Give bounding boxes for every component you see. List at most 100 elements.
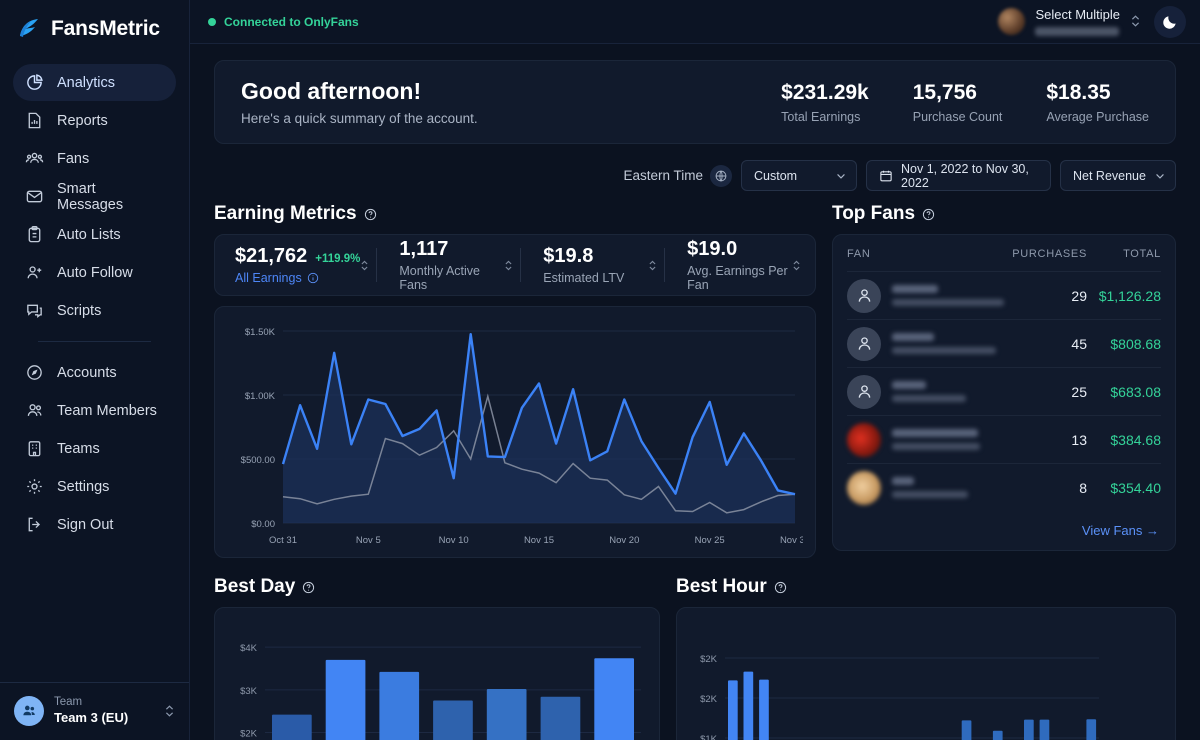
sidebar-item-label: Smart Messages <box>57 180 124 213</box>
sidebar-item-reports[interactable]: Reports <box>13 102 176 139</box>
svg-text:$1.00K: $1.00K <box>245 391 276 402</box>
sidebar-item-label: Reports <box>57 112 108 129</box>
fan-total: $384.68 <box>1110 431 1161 448</box>
svg-text:Nov 20: Nov 20 <box>609 535 639 546</box>
section-title: Earning Metrics <box>214 203 357 224</box>
fan-purchases: 25 <box>1071 383 1087 400</box>
fan-purchases: 45 <box>1071 335 1087 352</box>
metric-estimated-ltv[interactable]: $19.8 Estimated LTV <box>525 245 648 285</box>
timezone-indicator[interactable]: Eastern Time <box>623 164 732 187</box>
metric-avg-earnings-per-fan[interactable]: $19.0 Avg. Earnings Per Fan <box>669 238 792 292</box>
sidebar-item-auto-lists[interactable]: Auto Lists <box>13 216 176 253</box>
date-range-picker[interactable]: Nov 1, 2022 to Nov 30, 2022 <box>866 160 1051 191</box>
team-switcher[interactable]: Team Team 3 (EU) <box>0 682 189 740</box>
best-hour-bar-chart[interactable]: $500$1K$2K$2K <box>685 618 1105 740</box>
pie-chart-icon <box>25 73 44 92</box>
fan-name-redacted <box>881 429 1009 450</box>
fan-name-redacted <box>881 477 1009 498</box>
sign-out-icon <box>25 515 44 534</box>
metric-top: $21,762 +119.9% <box>235 245 360 268</box>
help-circle-icon[interactable] <box>774 581 787 594</box>
sidebar-item-sign-out[interactable]: Sign Out <box>13 506 176 543</box>
section-title: Best Hour <box>676 576 767 597</box>
metric-divider <box>648 248 669 282</box>
metric-label-row: Estimated LTV <box>543 271 648 285</box>
metric-divider <box>360 248 381 282</box>
chevron-updown-icon[interactable] <box>504 258 513 273</box>
table-row[interactable]: 13 $384.68 <box>847 415 1161 463</box>
theme-toggle-button[interactable] <box>1154 5 1186 38</box>
section-title: Top Fans <box>832 203 916 224</box>
best-hour-header: Best Hour <box>676 576 1176 598</box>
help-circle-icon[interactable] <box>922 208 935 221</box>
range-preset-select[interactable]: Custom <box>741 160 857 191</box>
sidebar-item-smart-messages[interactable]: Smart Messages <box>13 178 176 215</box>
stat-value: 15,756 <box>912 80 977 104</box>
account-selector[interactable]: Select Multiple <box>998 7 1141 36</box>
svg-text:Nov 30: Nov 30 <box>780 535 803 546</box>
best-day-bar-chart[interactable]: $1K$2K$3K$4K <box>223 618 647 740</box>
chevron-updown-icon[interactable] <box>1130 13 1141 29</box>
sidebar-item-label: Accounts <box>57 364 117 381</box>
team-avatar-icon <box>14 695 44 726</box>
sidebar-item-label: Auto Follow <box>57 264 133 281</box>
users-icon <box>25 401 44 420</box>
fan-total: $354.40 <box>1110 479 1161 496</box>
table-row[interactable]: 25 $683.08 <box>847 367 1161 415</box>
sidebar-item-scripts[interactable]: Scripts <box>13 292 176 329</box>
stat-purchase-count: 15,756 Purchase Count <box>869 81 1003 124</box>
help-circle-icon[interactable] <box>364 208 377 221</box>
main-area: Connected to OnlyFans Select Multiple <box>190 0 1200 740</box>
sidebar-item-settings[interactable]: Settings <box>13 468 176 505</box>
stat-value: $18.35 <box>1046 80 1111 104</box>
chevron-updown-icon[interactable] <box>648 258 657 273</box>
brand[interactable]: FansMetric <box>0 0 189 58</box>
best-day-header: Best Day <box>214 576 660 598</box>
chevron-updown-icon[interactable] <box>164 703 175 719</box>
table-row[interactable]: 8 $354.40 <box>847 463 1161 511</box>
sidebar-item-auto-follow[interactable]: Auto Follow <box>13 254 176 291</box>
metric-monthly-active-fans[interactable]: 1,117 Monthly Active Fans <box>381 238 504 292</box>
table-row[interactable]: 45 $808.68 <box>847 319 1161 367</box>
sidebar-item-fans[interactable]: Fans <box>13 140 176 177</box>
view-fans-link[interactable]: View Fans → <box>1081 523 1159 538</box>
metric-top: $19.8 <box>543 245 648 268</box>
avatar <box>847 470 881 505</box>
greeting-text: Good afternoon! Here's a quick summary o… <box>241 78 737 126</box>
account-handle-redacted <box>1035 26 1120 36</box>
help-circle-icon[interactable] <box>302 581 315 594</box>
table-row[interactable]: 29 $1,126.28 <box>847 271 1161 319</box>
sidebar-item-accounts[interactable]: Accounts <box>13 354 176 391</box>
fan-total: $808.68 <box>1110 335 1161 352</box>
metric-label: Estimated LTV <box>543 271 625 285</box>
person-placeholder-icon <box>847 374 881 409</box>
date-range-value: Nov 1, 2022 to Nov 30, 2022 <box>901 161 1029 190</box>
sidebar-item-label: Analytics <box>57 74 116 91</box>
sidebar-item-team-members[interactable]: Team Members <box>13 392 176 429</box>
metric-all-earnings[interactable]: $21,762 +119.9% All Earnings <box>217 245 360 285</box>
chevron-updown-icon[interactable] <box>360 258 369 273</box>
fan-total: $683.08 <box>1110 383 1161 400</box>
earnings-line-chart[interactable]: $0.00 $500.00 $1.00K $1.50K Oct 31 Nov 5 Nov 1… <box>225 317 803 553</box>
metric-value: $19.0 <box>687 238 738 260</box>
dashboard-grid: Earning Metrics $21,762 +119.9% <box>214 203 1176 558</box>
account-selector-text: Select Multiple <box>1035 7 1120 36</box>
envelope-icon <box>25 187 44 206</box>
earning-metrics-card: $21,762 +119.9% All Earnings <box>214 234 816 296</box>
person-placeholder-icon <box>847 326 881 361</box>
top-fans-header: Top Fans <box>832 203 1176 225</box>
fan-purchases: 13 <box>1071 431 1087 448</box>
sidebar-item-analytics[interactable]: Analytics <box>13 64 176 101</box>
info-circle-icon[interactable] <box>307 272 319 284</box>
connection-status-label: Connected to OnlyFans <box>224 14 359 29</box>
revenue-type-select[interactable]: Net Revenue <box>1060 160 1176 191</box>
chevron-updown-icon[interactable] <box>792 258 801 273</box>
stat-average-purchase: $18.35 Average Purchase <box>1002 81 1149 124</box>
sidebar-item-teams[interactable]: Teams <box>13 430 176 467</box>
fan-total: $1,126.28 <box>1098 287 1161 304</box>
metric-top: $19.0 <box>687 238 792 261</box>
metric-label-row: All Earnings <box>235 271 360 285</box>
page-title: Good afternoon! <box>241 78 422 104</box>
metric-top: 1,117 <box>399 238 504 261</box>
